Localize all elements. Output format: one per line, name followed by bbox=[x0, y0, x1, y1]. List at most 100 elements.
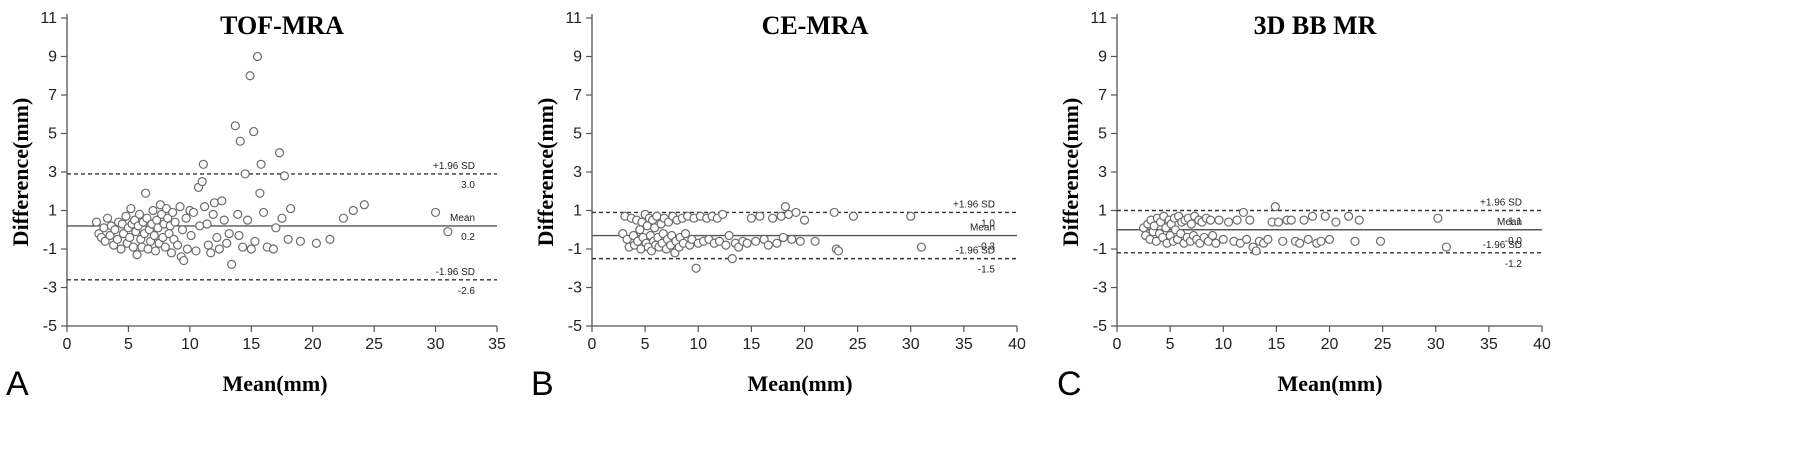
x-tick-label: 10 bbox=[1214, 336, 1232, 353]
data-point bbox=[283, 234, 293, 244]
data-point bbox=[746, 213, 756, 223]
x-tick-label: 40 bbox=[1008, 336, 1026, 353]
y-tick-label: 7 bbox=[48, 87, 57, 104]
data-point bbox=[295, 236, 306, 246]
y-tick-label: 7 bbox=[573, 87, 582, 104]
data-point bbox=[1441, 242, 1451, 252]
reference-line-value: 1.0 bbox=[981, 218, 995, 229]
data-point bbox=[219, 215, 229, 225]
y-tick-label: 1 bbox=[48, 203, 57, 220]
data-point bbox=[206, 248, 216, 258]
x-tick-label: 30 bbox=[1427, 336, 1445, 353]
data-point bbox=[1278, 236, 1288, 246]
data-point bbox=[126, 203, 136, 214]
data-point bbox=[776, 211, 786, 221]
reference-line-value: -1.5 bbox=[978, 265, 996, 276]
data-point bbox=[430, 207, 441, 218]
data-point bbox=[250, 236, 260, 246]
data-point bbox=[235, 136, 245, 146]
data-point bbox=[256, 159, 266, 169]
data-point bbox=[1245, 215, 1255, 225]
chart-title: CE-MRA bbox=[762, 11, 869, 40]
y-tick-label: 11 bbox=[1090, 10, 1107, 27]
data-point bbox=[198, 159, 208, 169]
data-point bbox=[179, 255, 189, 266]
y-tick-label: 7 bbox=[1098, 87, 1107, 104]
data-point bbox=[202, 219, 212, 229]
data-point bbox=[170, 217, 180, 227]
x-axis-title: Mean(mm) bbox=[222, 371, 327, 396]
data-point bbox=[214, 244, 224, 254]
y-tick-label: -1 bbox=[43, 241, 57, 258]
data-point bbox=[311, 238, 321, 248]
x-tick-label: 5 bbox=[641, 336, 650, 353]
y-tick-label: -5 bbox=[568, 318, 582, 335]
y-tick-label: -3 bbox=[1093, 280, 1107, 297]
y-tick-label: 1 bbox=[1098, 203, 1107, 220]
data-point bbox=[177, 225, 188, 235]
y-tick-label: 3 bbox=[1098, 164, 1107, 181]
data-point bbox=[727, 254, 737, 264]
data-point bbox=[1218, 234, 1228, 244]
data-point bbox=[763, 240, 773, 250]
data-point bbox=[791, 207, 801, 218]
x-axis-title: Mean(mm) bbox=[747, 371, 852, 396]
reference-line-label: -1.96 SD bbox=[1483, 240, 1522, 251]
reference-line-value: -1.2 bbox=[1505, 259, 1523, 270]
data-point bbox=[848, 211, 858, 221]
data-point bbox=[652, 211, 662, 221]
data-point bbox=[175, 202, 185, 212]
data-point bbox=[359, 200, 369, 210]
y-tick-label: -1 bbox=[568, 241, 582, 258]
data-point bbox=[787, 234, 797, 244]
y-axis-title: Difference(mm) bbox=[1058, 98, 1083, 247]
data-point bbox=[268, 244, 278, 254]
data-point bbox=[1316, 236, 1326, 246]
x-tick-label: 5 bbox=[124, 336, 133, 353]
panel-letter: A bbox=[6, 365, 29, 403]
data-point bbox=[245, 71, 255, 81]
y-tick-label: -3 bbox=[43, 280, 57, 297]
y-axis-title: Difference(mm) bbox=[533, 98, 558, 247]
x-tick-label: 0 bbox=[588, 336, 597, 353]
data-point bbox=[1433, 213, 1443, 223]
data-point bbox=[1223, 217, 1234, 227]
data-point bbox=[1295, 238, 1305, 248]
data-point bbox=[233, 209, 243, 219]
y-tick-label: 3 bbox=[48, 164, 57, 181]
data-point bbox=[443, 227, 453, 237]
reference-line-label: Mean bbox=[450, 213, 475, 224]
data-point bbox=[246, 244, 256, 254]
data-point bbox=[128, 242, 138, 252]
x-tick-label: 30 bbox=[427, 336, 445, 353]
data-point bbox=[200, 202, 210, 212]
reference-line-label: +1.96 SD bbox=[1480, 198, 1522, 209]
data-point bbox=[274, 148, 285, 158]
y-tick-label: 5 bbox=[48, 126, 57, 143]
reference-line-label: +1.96 SD bbox=[953, 199, 995, 210]
data-point bbox=[799, 215, 810, 225]
y-tick-label: -5 bbox=[43, 318, 57, 335]
data-point bbox=[1299, 215, 1309, 225]
y-tick-label: 5 bbox=[573, 126, 582, 143]
reference-line-value: -0.3 bbox=[978, 242, 996, 253]
data-point bbox=[172, 240, 183, 250]
x-tick-label: 20 bbox=[1321, 336, 1339, 353]
data-point bbox=[203, 240, 213, 250]
data-point bbox=[125, 232, 135, 243]
y-tick-label: -1 bbox=[1093, 241, 1107, 258]
x-axis-title: Mean(mm) bbox=[1277, 371, 1382, 396]
data-point bbox=[186, 230, 196, 241]
data-point bbox=[1214, 215, 1224, 225]
data-point bbox=[1307, 211, 1318, 221]
y-tick-label: 11 bbox=[565, 10, 582, 27]
reference-line-value: 0.2 bbox=[461, 232, 475, 243]
data-point bbox=[197, 177, 207, 187]
data-point bbox=[680, 229, 691, 239]
data-point bbox=[348, 205, 358, 216]
y-tick-label: 5 bbox=[1098, 126, 1107, 143]
data-point bbox=[234, 230, 244, 241]
data-point bbox=[143, 244, 153, 254]
data-point bbox=[906, 211, 916, 221]
